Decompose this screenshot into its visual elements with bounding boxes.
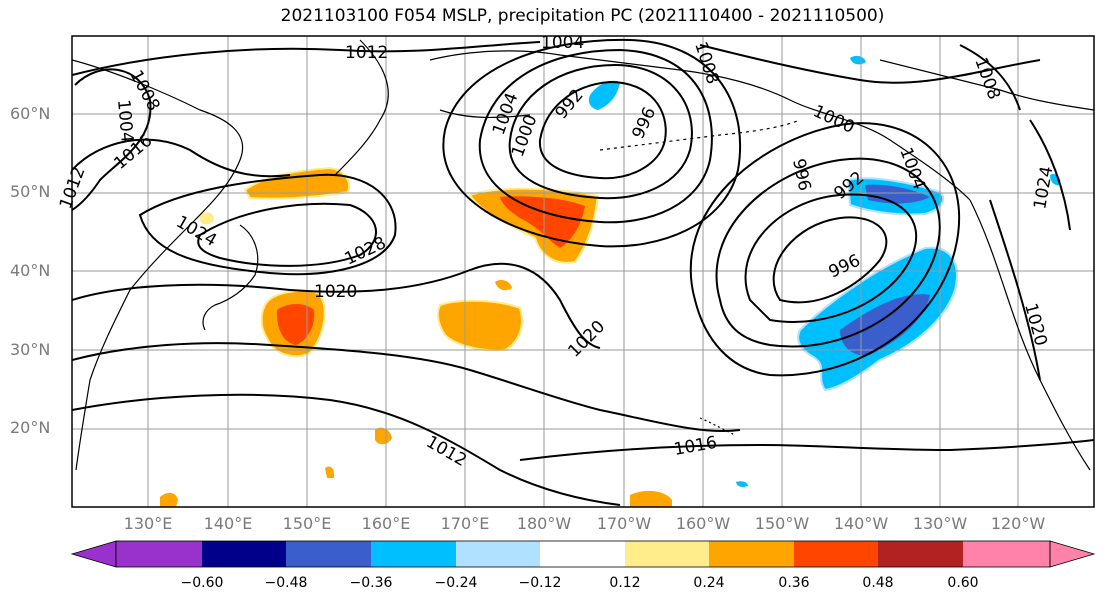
isobar-label: 1012	[345, 43, 388, 63]
isobars	[72, 38, 1094, 506]
map-panel	[72, 36, 1094, 507]
islands-aleutian	[599, 119, 801, 151]
lon-label: 150°W	[754, 514, 810, 533]
coastlines	[72, 39, 1094, 471]
map-title: 2021103100 F054 MSLP, precipitation PC (…	[280, 6, 885, 26]
lon-label: 130°E	[123, 514, 173, 533]
isobar-sigmoid-1004	[689, 122, 961, 377]
coast-canada	[879, 59, 1094, 111]
isobar-low-1008	[442, 38, 742, 248]
precip-small-5	[495, 280, 512, 291]
coast-namerica	[969, 199, 1091, 471]
lat-label: 20°N	[10, 418, 51, 437]
colorbar-tick-label: −0.36	[349, 575, 393, 591]
coast-alaska	[429, 50, 971, 201]
colorbar-segment	[116, 541, 202, 567]
isobar-ne-1008	[959, 44, 1021, 111]
lon-label: 180°W	[516, 514, 572, 533]
precip-small-3	[160, 492, 178, 507]
lon-label: 150°E	[282, 514, 332, 533]
isobar-low-1000	[508, 63, 693, 200]
colorbar-segment	[709, 541, 794, 567]
lon-label: 120°W	[990, 514, 1046, 533]
colorbar-segment	[540, 541, 625, 567]
lon-label: 160°E	[361, 514, 411, 533]
colorbar-extend-low	[70, 540, 117, 568]
colorbar-segment	[794, 541, 878, 567]
precip-core-west	[276, 304, 315, 345]
colorbar-segment	[202, 541, 286, 567]
colorbar-tick-label: −0.24	[434, 575, 478, 591]
lon-label: 140°E	[203, 514, 253, 533]
colorbar-extend-high	[1049, 540, 1096, 568]
colorbar-tick-label: 0.24	[693, 575, 725, 591]
isobar-ak-1008	[699, 44, 1041, 84]
islands-hawaii	[699, 417, 736, 436]
precip-small-8	[736, 481, 748, 487]
isobar-label: 1020	[314, 282, 357, 302]
lon-label: 140°W	[833, 514, 889, 533]
lat-label: 40°N	[10, 261, 51, 280]
precip-small-6	[325, 466, 335, 478]
isobar-sigmoid-996	[744, 193, 918, 323]
isobar-low-1004	[478, 48, 713, 224]
colorbar-tick-label: −0.12	[518, 575, 562, 591]
colorbar-segment	[456, 541, 540, 567]
isobar-1016-sw	[72, 342, 741, 432]
isobar-sigmoid-1000	[715, 157, 941, 348]
isobar-1012-top	[72, 41, 541, 76]
precip-blue-north	[588, 80, 620, 110]
coast-japan	[202, 224, 259, 331]
isobar-label: 1004	[113, 99, 137, 144]
map-frame	[71, 35, 1095, 508]
isobar-e-1020	[989, 199, 1041, 381]
coast-asia	[72, 59, 244, 471]
precip-small-2	[630, 490, 672, 507]
isobar-1016-w	[72, 138, 291, 178]
colorbar-segment	[625, 541, 709, 567]
colorbar-segment	[963, 541, 1050, 567]
isobar-1008-nw	[72, 68, 152, 211]
colorbar-tick-label: 0.36	[778, 575, 810, 591]
precip-small-4	[200, 212, 214, 225]
colorbar-tick-label: 0.12	[609, 575, 641, 591]
isobar-1020	[72, 262, 601, 349]
colorbar-tick-label: 0.60	[947, 575, 979, 591]
precip-blue-east-core	[840, 294, 930, 356]
lat-label: 30°N	[10, 340, 51, 359]
colorbar-segment	[286, 541, 371, 567]
isobar-low-996	[538, 80, 667, 180]
lon-label: 170°W	[596, 514, 652, 533]
isobar-label: 1004	[541, 33, 584, 53]
isobar-1016-s	[519, 439, 1094, 461]
coast-kamchatka	[334, 39, 389, 176]
coast-bering	[439, 109, 531, 119]
colorbar-tick-label: −0.60	[180, 575, 224, 591]
isobar-sigmoid-992	[772, 216, 888, 304]
lat-label: 60°N	[10, 104, 51, 123]
colorbar	[70, 540, 1096, 568]
colorbar-tick-label: 0.48	[862, 575, 894, 591]
lon-label: 130°W	[912, 514, 968, 533]
isobar-ne-1024	[1029, 119, 1071, 231]
precip-core-central	[500, 196, 585, 248]
colorbar-outline	[115, 540, 1051, 568]
isobar-1012-s	[72, 393, 621, 506]
lat-label: 50°N	[10, 182, 51, 201]
colorbar-segment	[371, 541, 456, 567]
colorbar-tick-label: −0.48	[264, 575, 308, 591]
lon-label: 160°W	[675, 514, 731, 533]
isobar-1028-high	[197, 202, 377, 267]
isobar-1024-high	[138, 173, 397, 276]
lon-label: 170°E	[440, 514, 490, 533]
precip-small-7	[850, 55, 866, 65]
colorbar-segment	[878, 541, 963, 567]
precip-small-1	[375, 427, 392, 445]
